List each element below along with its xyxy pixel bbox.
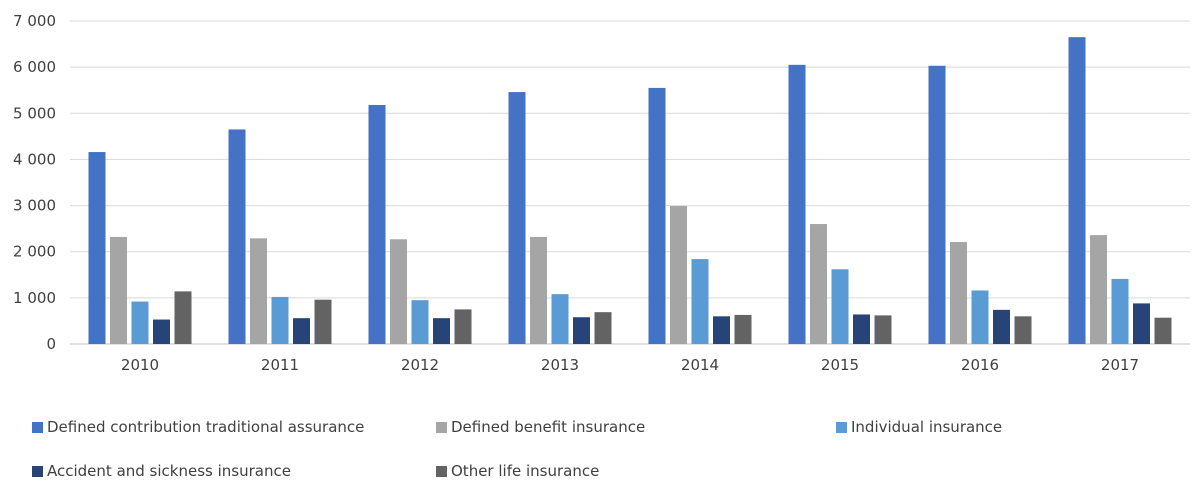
bars (88, 37, 1172, 345)
y-tick-label: 3 000 (13, 197, 56, 215)
x-tick-label: 2016 (961, 356, 999, 374)
bar-2014-series-2 (691, 259, 709, 344)
x-tick-label: 2010 (121, 356, 159, 374)
x-tick-label: 2013 (541, 356, 579, 374)
legend-label: Other life insurance (451, 462, 600, 480)
y-tick-label: 2 000 (13, 243, 56, 261)
bar-2016-series-0 (928, 65, 946, 344)
bar-2014-series-1 (670, 206, 687, 344)
bar-2017-series-1 (1090, 235, 1107, 344)
bar-2016-series-4 (1014, 316, 1032, 344)
legend-row-2: Accident and sickness insurance Other li… (32, 454, 1182, 498)
x-tick-label: 2011 (261, 356, 299, 374)
bar-2015-series-2 (831, 269, 849, 344)
bar-chart: 0 1 000 2 000 3 000 4 000 5 000 6 000 7 000 201… (13, 12, 1190, 374)
bar-2011-series-0 (228, 129, 246, 344)
bar-2013-series-4 (594, 312, 612, 344)
bar-2011-series-4 (314, 299, 332, 344)
legend-item-defined-benefit: Defined benefit insurance (436, 418, 645, 436)
bar-2015-series-3 (853, 314, 870, 344)
x-tick-label: 2017 (1101, 356, 1139, 374)
bar-2017-series-4 (1154, 317, 1172, 344)
legend-label: Defined contribution traditional assuran… (47, 418, 365, 436)
bar-2014-series-3 (713, 316, 730, 344)
y-tick-label: 6 000 (13, 58, 56, 76)
legend-label: Individual insurance (851, 418, 1003, 436)
bar-2011-series-2 (271, 296, 289, 344)
y-tick-label: 7 000 (13, 12, 56, 30)
bar-2012-series-1 (390, 239, 407, 344)
x-tick-label: 2015 (821, 356, 859, 374)
legend-swatch (436, 421, 447, 433)
bar-2016-series-2 (971, 290, 989, 344)
bar-2012-series-2 (411, 300, 429, 344)
legend-item-defined-contribution: Defined contribution traditional assuran… (32, 418, 364, 436)
bar-2011-series-3 (293, 318, 310, 344)
x-axis-tick-labels: 2010 2011 2012 2013 2014 2015 2016 2017 (121, 356, 1139, 374)
x-tick-label: 2014 (681, 356, 719, 374)
bar-2010-series-4 (174, 291, 192, 344)
bar-2011-series-1 (250, 238, 267, 344)
bar-2015-series-1 (810, 224, 827, 344)
legend-label: Accident and sickness insurance (47, 462, 291, 480)
bar-2016-series-1 (950, 242, 967, 344)
bar-2013-series-3 (573, 317, 590, 344)
bar-2014-series-4 (734, 314, 752, 344)
legend-swatch (32, 421, 43, 433)
bar-2014-series-0 (648, 87, 666, 345)
bar-2012-series-4 (454, 309, 472, 344)
bar-2013-series-2 (551, 294, 569, 344)
bar-2010-series-1 (110, 236, 127, 344)
bar-2016-series-3 (993, 309, 1010, 344)
legend: Defined contribution traditional assuran… (32, 410, 1182, 498)
y-axis-tick-labels: 0 1 000 2 000 3 000 4 000 5 000 6 000 7 000 (13, 12, 56, 353)
bar-2015-series-4 (874, 315, 892, 344)
bar-2017-series-0 (1068, 37, 1086, 345)
bar-2013-series-1 (530, 236, 547, 344)
bar-2013-series-0 (508, 92, 526, 344)
bar-2017-series-2 (1111, 278, 1129, 344)
x-tick-label: 2012 (401, 356, 439, 374)
legend-swatch (32, 465, 43, 477)
legend-swatch (836, 421, 847, 433)
y-tick-label: 5 000 (13, 104, 56, 122)
bar-2010-series-2 (131, 301, 149, 344)
bar-2010-series-0 (88, 152, 106, 344)
bar-2012-series-3 (433, 318, 450, 344)
y-tick-label: 4 000 (13, 150, 56, 168)
bar-2010-series-3 (153, 319, 170, 344)
legend-item-accident-sickness: Accident and sickness insurance (32, 462, 291, 480)
y-tick-label: 0 (46, 335, 56, 353)
bar-2015-series-0 (788, 64, 806, 344)
legend-row-1: Defined contribution traditional assuran… (32, 410, 1182, 454)
y-tick-label: 1 000 (13, 289, 56, 307)
bar-2017-series-3 (1133, 303, 1150, 344)
legend-swatch (436, 465, 447, 477)
legend-item-individual: Individual insurance (836, 418, 1002, 436)
legend-label: Defined benefit insurance (451, 418, 646, 436)
legend-item-other-life: Other life insurance (436, 462, 599, 480)
bar-2012-series-0 (368, 104, 386, 344)
